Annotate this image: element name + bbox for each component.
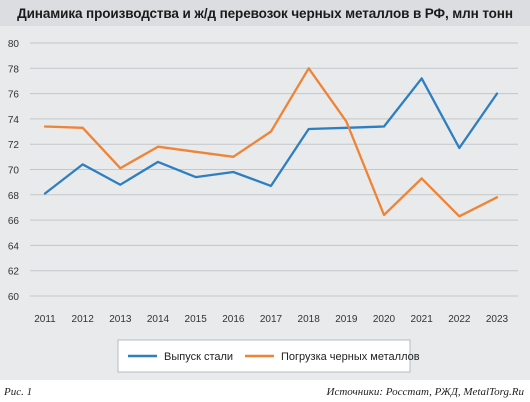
legend: Выпуск стали Погрузка черных металлов [117, 339, 420, 373]
chart-title-bar: Динамика производства и ж/д перевозок че… [0, 0, 530, 26]
x-tick-label: 2018 [298, 314, 321, 325]
y-tick-label: 70 [8, 166, 20, 177]
source-note: Источники: Росстат, РЖД, MetalTorg.Ru [326, 386, 524, 398]
x-tick-label: 2015 [185, 314, 208, 325]
y-tick-label: 66 [8, 216, 20, 227]
x-tick-label: 2016 [222, 314, 245, 325]
x-tick-label: 2021 [411, 314, 434, 325]
series-line-steel [43, 77, 499, 195]
x-axis-ticks: 2011 2012 2013 2014 2015 2016 2017 2018 2019 2020… [34, 314, 508, 325]
grid-lines [30, 42, 518, 297]
x-tick-label: 2011 [34, 314, 56, 325]
x-tick-label: 2014 [147, 314, 170, 325]
y-tick-label: 64 [8, 241, 20, 252]
x-tick-label: 2022 [448, 314, 471, 325]
y-tick-label: 76 [8, 90, 20, 101]
y-tick-label: 74 [8, 115, 20, 126]
x-tick-label: 2019 [335, 314, 358, 325]
y-tick-label: 62 [8, 267, 20, 278]
x-tick-label: 2012 [72, 314, 95, 325]
legend-label-loading: Погрузка черных металлов [281, 351, 420, 363]
series-line-loading [43, 67, 499, 218]
x-tick-label: 2023 [486, 314, 509, 325]
y-tick-label: 60 [8, 292, 20, 303]
x-tick-label: 2020 [373, 314, 396, 325]
figure-label: Рис. 1 [4, 386, 33, 398]
y-tick-label: 78 [8, 64, 20, 75]
y-axis-ticks: 60 62 64 66 68 70 72 74 76 78 80 [8, 39, 20, 303]
footer: Рис. 1 Источники: Росстат, РЖД, MetalTor… [0, 384, 530, 402]
y-tick-label: 72 [8, 140, 20, 151]
series-lines [43, 67, 499, 218]
legend-label-steel: Выпуск стали [164, 351, 233, 363]
x-tick-label: 2013 [109, 314, 132, 325]
y-tick-label: 80 [8, 39, 20, 50]
chart-panel: 60 62 64 66 68 70 72 74 76 78 80 2011 2012 2013 2014 2… [0, 26, 530, 380]
y-tick-label: 68 [8, 191, 20, 202]
chart-title: Динамика производства и ж/д перевозок че… [17, 5, 513, 21]
x-tick-label: 2017 [260, 314, 283, 325]
